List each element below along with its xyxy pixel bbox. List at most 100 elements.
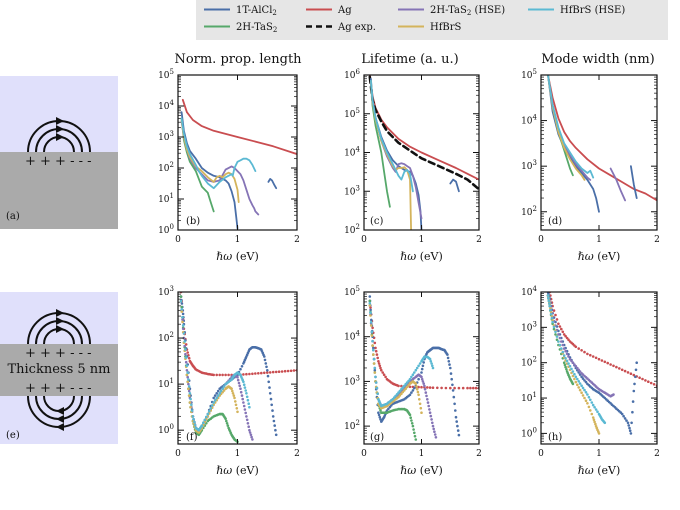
scatter-point [380,368,383,372]
scatter-point [231,389,234,393]
scatter-point [212,396,215,400]
scatter-point [625,419,628,422]
scatter-point [377,413,381,417]
scatter-point [225,419,228,423]
scatter-point [206,412,210,416]
scatter-point [580,349,583,352]
scatter-point [268,371,272,374]
scatter-point [248,431,252,434]
scatter-point [449,366,452,370]
scatter-point [240,394,244,397]
scatter-point [179,299,183,303]
scatter-point [207,409,211,413]
scatter-point [221,387,224,391]
scatter-point [205,415,208,419]
scatter-point [410,422,414,425]
scatter-point [378,364,382,368]
scatter-point [548,302,551,305]
y-tick-label: 104 [521,114,537,127]
scatter-point [420,371,423,374]
scatter-point [263,358,267,362]
scatter-point [372,362,376,365]
scatter-point [186,375,189,379]
scatter-point [564,334,567,338]
schematic-e-arrow-icon [56,325,64,333]
scatter-point [415,387,419,391]
scatter-point [209,407,212,410]
scatter-point [371,326,374,330]
scatter-point [622,414,625,418]
scatter-point [584,391,588,394]
scatter-point [210,404,214,407]
scatter-point [368,304,372,307]
scatter-point [446,356,450,360]
scatter-point [561,330,565,334]
scatter-point [372,348,375,352]
scatter-point [369,308,372,312]
scatter-point [456,429,460,432]
scatter-point [423,387,427,391]
scatter-point [377,411,380,415]
y-tick-label: 102 [158,161,174,174]
scatter-point [215,396,218,400]
scatter-point [226,424,230,427]
scatter-point [212,401,215,404]
scatter-point [374,349,378,353]
x-tick-label: 2 [476,449,482,459]
y-tick-label: 103 [521,159,537,172]
scatter-point [238,384,241,388]
scatter-point [623,369,627,373]
x-tick-label: 0 [175,235,181,245]
y-tick-label: 102 [158,331,174,344]
scatter-point [232,394,236,397]
scatter-point [224,373,227,377]
x-axis-label: ℏω (eV) [216,250,259,263]
schematic-a-charges: + + + - - - [25,154,92,169]
scatter-point [583,396,586,400]
scatter-point [562,361,566,365]
scatter-point [558,325,562,328]
scatter-point [186,380,189,384]
scatter-point [474,386,478,390]
scatter-point [571,382,575,386]
scatter-point [419,406,423,410]
x-tick-label: 1 [235,235,241,245]
scatter-point [187,389,191,393]
scatter-point [632,389,636,393]
scatter-point [420,367,424,371]
scatter-point [587,395,591,399]
series-line [630,165,638,199]
y-tick-label: 103 [344,184,360,197]
scatter-point [266,369,269,372]
scatter-point [384,375,387,379]
scatter-point [573,377,576,381]
scatter-point [417,393,420,397]
scatter-point [547,299,551,303]
y-tick-label: 104 [344,330,360,343]
y-tick-label: 103 [158,285,174,298]
scatter-point [449,372,453,375]
scatter-point [215,392,218,395]
scatter-point [248,428,251,432]
scatter-point [179,295,183,298]
series-line [180,111,239,230]
scatter-point [583,379,586,382]
scatter-point [629,372,633,376]
scatter-point [193,420,196,424]
scatter-point [236,378,240,382]
scatter-point [593,406,596,409]
scatter-point [368,301,372,305]
scatter-point [243,386,247,389]
y-tick-label: 102 [344,419,360,432]
scatter-point [424,391,428,394]
scatter-point [267,380,271,384]
scatter-point [417,377,420,381]
schematic-e-charges-upper: + + + - - - [25,346,92,361]
scatter-point [576,377,579,381]
scatter-point [370,334,374,337]
scatter-point [449,386,452,390]
scatter-point [591,403,595,407]
scatter-point [369,311,372,315]
scatter-point [578,370,582,373]
panel-letter: (g) [370,432,384,443]
